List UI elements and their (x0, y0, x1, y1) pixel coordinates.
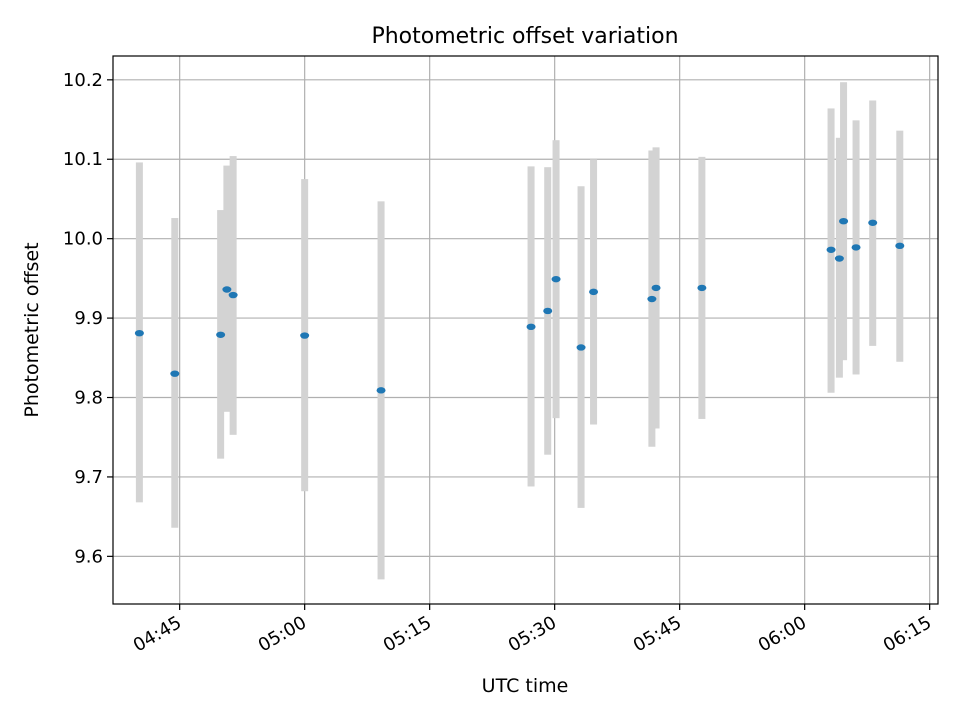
plot-area (113, 56, 938, 604)
data-point (170, 370, 180, 377)
data-point (826, 246, 836, 253)
y-tick-label: 10.1 (63, 149, 103, 170)
data-point (839, 217, 849, 225)
data-point (868, 219, 878, 226)
y-tick-label: 10.2 (63, 70, 103, 91)
data-point (134, 329, 144, 337)
data-point (589, 288, 599, 296)
data-point (222, 286, 232, 293)
data-point (647, 295, 657, 303)
y-axis-ticks: 9.6 9.7 9.8 9.9 10.0 10.1 10.2 (63, 70, 113, 567)
data-points (134, 217, 905, 394)
data-point (551, 275, 561, 283)
data-point (576, 344, 586, 351)
y-tick-label: 9.6 (74, 546, 103, 567)
data-point (895, 242, 905, 250)
data-point (851, 244, 861, 251)
plot-frame (112, 55, 939, 605)
data-point (376, 387, 386, 394)
grid-lines (113, 56, 938, 604)
x-axis-title: UTC time (482, 675, 569, 697)
chart-title: Photometric offset variation (371, 24, 678, 49)
data-point (543, 307, 553, 315)
y-axis-title: Photometric offset (21, 242, 43, 417)
data-point (300, 332, 310, 339)
data-point (216, 331, 226, 338)
data-point (651, 284, 661, 292)
y-tick-label: 9.8 (74, 388, 103, 409)
y-tick-label: 10.0 (63, 229, 103, 250)
data-point (228, 291, 238, 299)
y-tick-label: 9.9 (74, 308, 103, 329)
y-tick-label: 9.7 (74, 467, 103, 488)
data-point (697, 284, 707, 292)
data-point (834, 255, 844, 262)
data-point (526, 323, 536, 331)
